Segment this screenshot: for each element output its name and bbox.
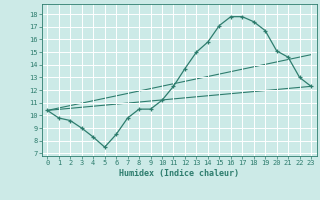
X-axis label: Humidex (Indice chaleur): Humidex (Indice chaleur) xyxy=(119,169,239,178)
